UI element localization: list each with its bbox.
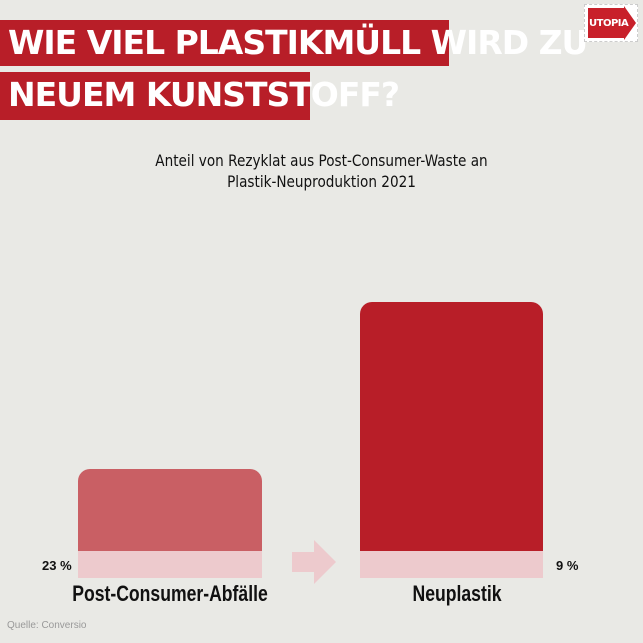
title-line-1: WIE VIEL PLASTIKMÜLL WIRD ZU bbox=[0, 20, 588, 66]
chart-title-line-2: Plastik-Neuproduktion 2021 bbox=[227, 172, 416, 191]
category-label-post-consumer: Post-Consumer-Abfälle bbox=[72, 581, 268, 606]
chart-title-line-1: Anteil von Rezyklat aus Post-Consumer-Wa… bbox=[155, 151, 488, 170]
category-label-neuplastik: Neuplastik bbox=[412, 581, 502, 606]
value-label-neuplastik: 9 % bbox=[556, 558, 579, 573]
bar-neuplastik bbox=[360, 302, 543, 551]
chart-title: Anteil von Rezyklat aus Post-Consumer-Wa… bbox=[48, 150, 595, 192]
value-label-post-consumer: 23 % bbox=[42, 558, 72, 573]
bar-neuplastik-recycled-share bbox=[360, 551, 543, 578]
logo-text: UTOPIA bbox=[589, 18, 629, 29]
title-line-2: NEUEM KUNSTSTOFF? bbox=[0, 72, 400, 120]
logo-arrow-icon bbox=[588, 8, 624, 38]
bar-post-consumer-recycled-share bbox=[78, 551, 262, 578]
source-note: Quelle: Conversio bbox=[7, 620, 87, 631]
utopia-logo[interactable]: UTOPIA bbox=[584, 4, 638, 42]
arrow-right-icon bbox=[292, 540, 336, 584]
bar-post-consumer bbox=[78, 469, 262, 551]
